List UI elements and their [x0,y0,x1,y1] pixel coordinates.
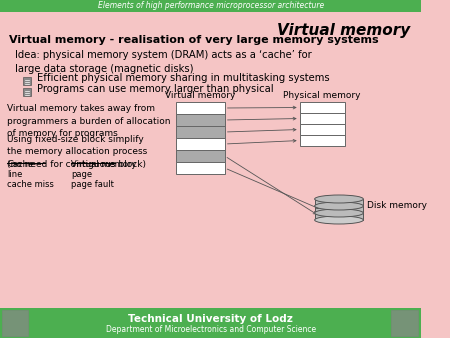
Ellipse shape [315,216,363,224]
Bar [300,135,345,146]
Bar [176,138,225,150]
Text: Disk memory: Disk memory [367,200,427,210]
Bar [300,124,345,135]
Text: Virtual memory: Virtual memory [71,160,136,169]
Text: Virtual memory: Virtual memory [277,23,410,38]
Text: Technical University of Lodz: Technical University of Lodz [128,314,293,324]
Text: Virtual memory takes away from
programmers a burden of allocation
of memory for : Virtual memory takes away from programme… [8,104,171,138]
Text: page: page [71,170,92,179]
Ellipse shape [315,195,363,203]
Bar [392,310,418,336]
Text: Using fixed-size block simplify
the memory allocation process
(no need for conti: Using fixed-size block simplify the memo… [8,135,148,169]
Bar [300,102,345,113]
Text: Efficient physical memory sharing in multitasking systems: Efficient physical memory sharing in mul… [36,73,329,83]
Bar [176,150,225,162]
Bar [0,0,421,12]
Text: Physical memory: Physical memory [284,91,361,100]
Text: page fault: page fault [71,180,114,189]
Bar [0,308,421,338]
Bar [300,113,345,124]
Text: Department of Microelectronics and Computer Science: Department of Microelectronics and Compu… [106,324,316,334]
Text: Cache: Cache [8,160,34,169]
Text: cache miss: cache miss [8,180,54,189]
Text: Idea: physical memory system (DRAM) acts as a ‘cache’ for
large data storage (ma: Idea: physical memory system (DRAM) acts… [15,50,312,74]
Bar [176,162,225,174]
Text: Elements of high performance microprocessor architecture: Elements of high performance microproces… [98,1,324,10]
Bar [315,199,363,220]
Text: Virtual memory: Virtual memory [165,91,235,100]
Bar [176,126,225,138]
Bar [23,88,31,96]
Text: Programs can use memory larger than physical: Programs can use memory larger than phys… [36,84,273,94]
Bar [176,102,225,114]
Bar [2,310,28,336]
Bar [176,114,225,126]
Text: Virtual memory - realisation of very large memory systems: Virtual memory - realisation of very lar… [9,35,379,45]
Ellipse shape [315,209,363,217]
Ellipse shape [315,202,363,210]
Text: line: line [8,170,23,179]
Bar [23,77,31,85]
